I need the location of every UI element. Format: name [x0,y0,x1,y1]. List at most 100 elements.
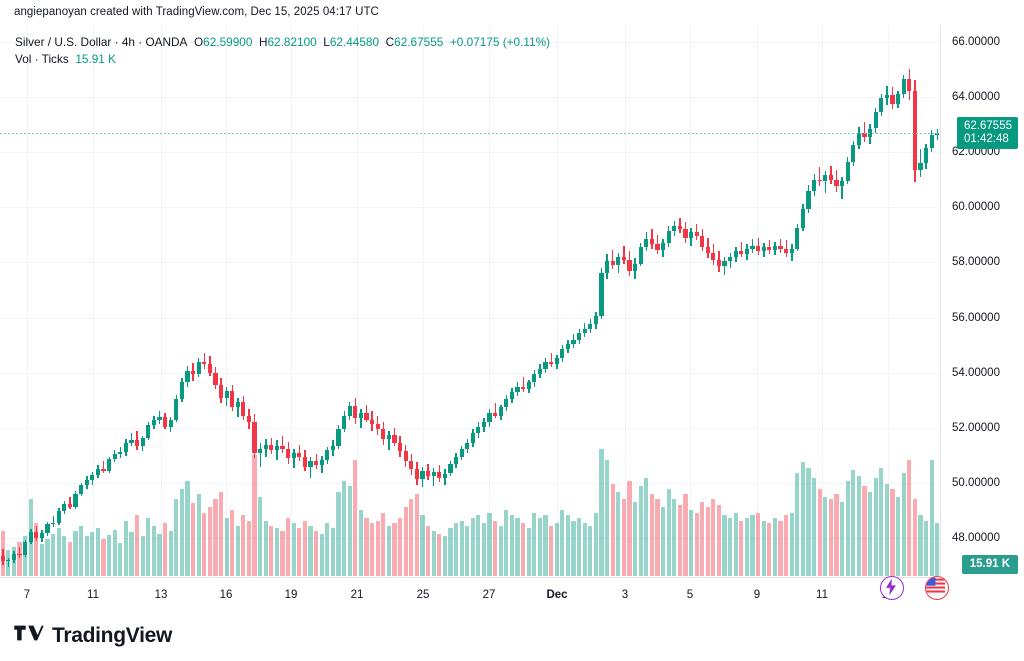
chart-legend[interactable]: Silver / U.S. Dollar · 4h · OANDA O62.59… [15,34,550,68]
volume-bar [34,523,39,576]
volume-bar [230,510,235,576]
candle-body [856,132,861,146]
volume-bar [772,517,778,576]
volume-bar [353,459,358,576]
candle-body [845,161,850,181]
volume-bar [627,480,632,576]
candle-wick [293,448,295,468]
legend-interval[interactable]: 4h [121,35,135,49]
candle-body [632,263,638,271]
candle-body [347,405,352,416]
candle-body [79,485,84,494]
candle-body [828,175,833,180]
volume-bar [744,517,750,576]
price-axis[interactable]: 66.00000 64.00000 62.00000 60.00000 58.00000… [940,25,1024,577]
candle-body [800,208,805,228]
volume-bar [526,528,531,576]
volume-bar [420,515,425,576]
candle-body [688,232,694,238]
volume-bar [123,520,128,576]
candle-body [772,245,778,250]
candle-body [392,434,397,444]
volume-bar [459,520,464,576]
candle-wick [298,444,301,462]
candle-body [420,470,425,479]
volume-bar [884,483,889,576]
volume-bar [386,525,391,576]
candle-body [414,469,419,480]
volume-bar [644,478,649,576]
volume-bar [632,502,638,576]
gridline-vertical [557,25,558,577]
candle-body [157,416,162,421]
candle-body [526,382,531,390]
candle-body [207,364,212,373]
candle-body [17,553,22,556]
candle-body [481,422,487,427]
volume-bar [610,483,615,576]
chart-plot-area[interactable] [0,25,940,577]
time-tick-label: 21 [350,589,364,601]
volume-bar [655,499,660,576]
us-flag-icon[interactable] [925,576,949,600]
candle-body [28,532,33,542]
gridline-horizontal [0,42,940,43]
legend-symbol[interactable]: Silver / U.S. Dollar [15,35,112,49]
time-axis[interactable]: 711131619212527Dec3591114 [0,577,940,610]
candle-wick [494,403,496,419]
candle-body [369,419,375,424]
price-tick-label: 64.00000 [952,91,1000,103]
legend-volume-value: 15.91 K [75,52,116,66]
candle-body [554,357,559,365]
volume-bar [302,520,308,576]
candle-body [235,401,240,408]
candle-body [879,98,884,112]
volume-bar [347,486,352,576]
candle-body [358,412,363,419]
price-tick-label: 58.00000 [952,256,1000,268]
bar-countdown: 01:42:48 [964,133,1009,146]
candle-wick [768,240,771,255]
candle-body [627,259,632,271]
price-axis-divider [940,25,941,577]
candle-body [459,448,464,457]
volume-bar [202,512,207,576]
candle-body [397,443,403,452]
candle-body [923,147,929,163]
volume-bar [425,525,431,576]
candle-body [873,111,878,129]
candle-body [593,316,598,325]
candle-body [672,226,677,231]
volume-bar [901,473,906,576]
tradingview-logo-icon [14,624,44,647]
candle-body [532,374,537,383]
candle-wick [52,516,54,528]
candle-body [806,190,811,209]
lightning-bolt-icon[interactable] [880,576,904,600]
volume-bar [101,539,106,576]
time-axis-divider [0,577,940,578]
candle-body [269,444,274,451]
candle-body [56,510,61,524]
volume-bar [274,528,280,576]
volume-bar [297,528,302,576]
legend-volume-title[interactable]: Vol · Ticks [15,52,69,66]
candle-body [140,438,145,446]
chart-frame: Silver / U.S. Dollar · 4h · OANDA O62.59… [0,25,1024,610]
candle-body [286,448,291,459]
candle-wick [819,167,821,187]
volume-bar [784,515,789,576]
time-tick-label: 9 [753,589,761,601]
candle-body [834,179,839,187]
volume-bar [17,541,22,576]
volume-bar [521,523,526,576]
candle-body [817,179,822,181]
time-tick-label: 27 [482,589,496,601]
candle-body [789,248,794,253]
candle-body [744,248,750,255]
candle-body [224,390,229,398]
volume-bar [45,539,50,576]
volume-bar [493,520,498,576]
candle-body [6,559,11,562]
volume-bar [660,507,666,576]
